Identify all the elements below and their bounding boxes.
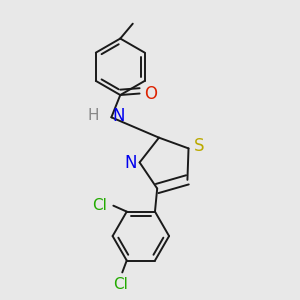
Text: N: N <box>113 107 125 125</box>
Text: Cl: Cl <box>92 198 107 213</box>
Text: N: N <box>125 154 137 172</box>
Text: Cl: Cl <box>113 277 128 292</box>
Text: H: H <box>88 108 100 123</box>
Text: S: S <box>194 137 204 155</box>
Text: O: O <box>144 85 157 103</box>
